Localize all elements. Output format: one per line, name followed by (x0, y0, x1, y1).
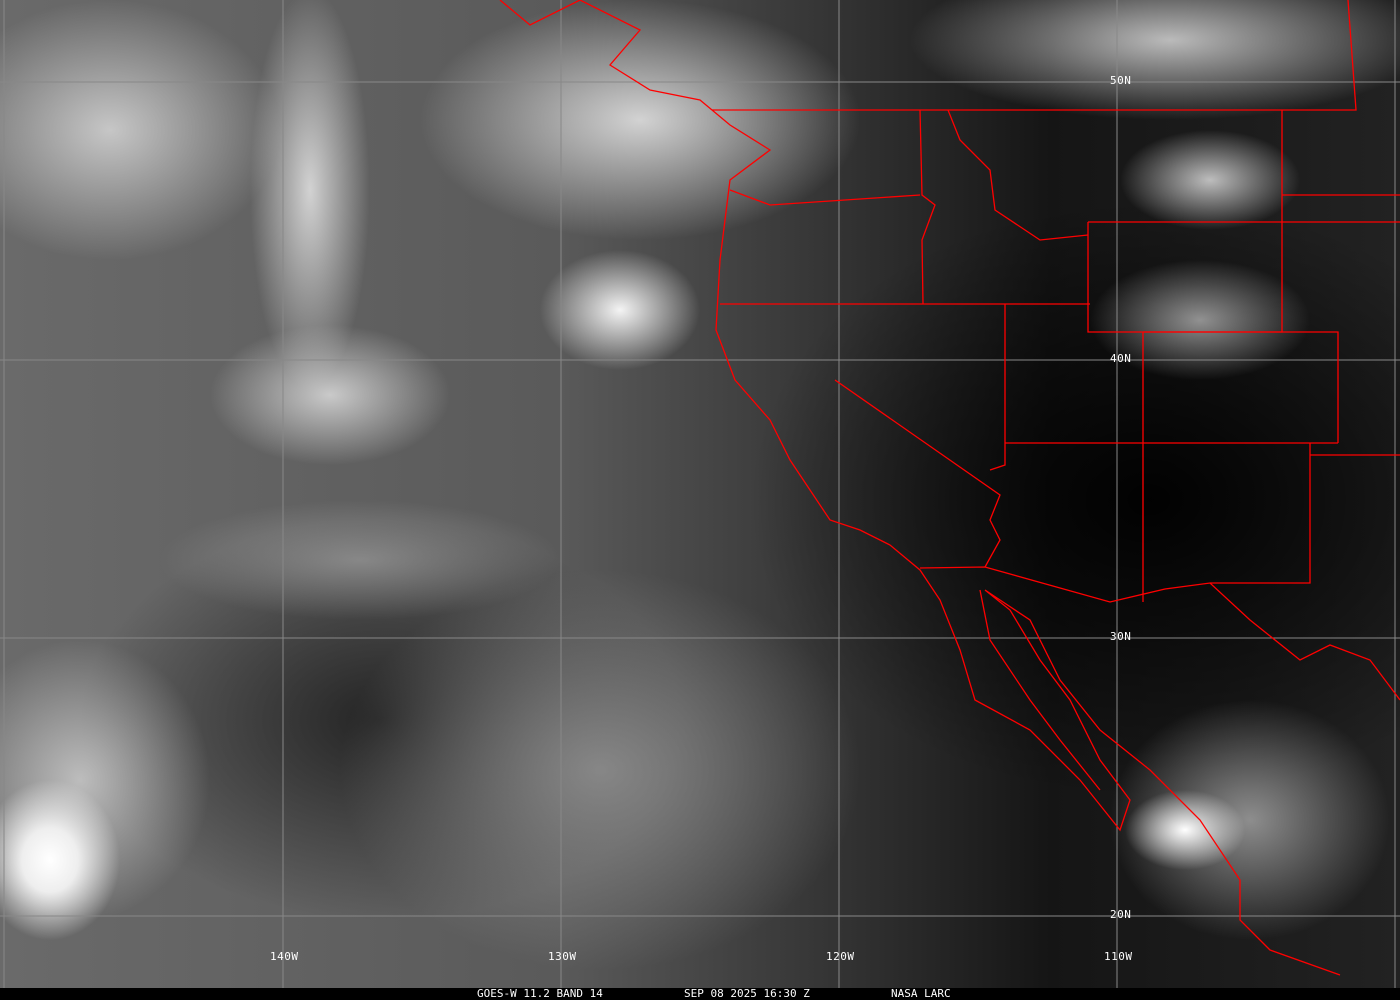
colorado-box (1143, 331, 1339, 443)
idaho-border (919, 109, 936, 305)
longitude-label-120w: 120W (826, 950, 855, 963)
caption-bar: GOES-W 11.2 BAND 14 SEP 08 2025 16:30 Z … (0, 988, 1400, 1000)
latitude-label-40n: 40N (1110, 352, 1132, 365)
us-canada-border (712, 0, 1357, 111)
idaho-montana-border (947, 109, 1089, 241)
ca-nv-border (834, 379, 1001, 568)
pacific-coastline (499, 0, 1341, 976)
wa-or-border (729, 189, 921, 206)
baja-east-coast (979, 589, 1101, 791)
montana-east (1281, 110, 1400, 223)
latitude-label-50n: 50N (1110, 74, 1132, 87)
nm-box (1210, 443, 1311, 584)
latitude-label-20n: 20N (1110, 908, 1132, 921)
mexico-us-border (919, 566, 1400, 701)
caption-datetime: SEP 08 2025 16:30 Z (684, 987, 810, 1000)
longitude-label-110w: 110W (1104, 950, 1133, 963)
political-borders (499, 0, 1400, 976)
caption-credit: NASA LARC (891, 987, 951, 1000)
caption-satellite: GOES-W 11.2 BAND 14 (477, 987, 603, 1000)
nevada-utah-border (989, 304, 1006, 471)
latitude-label-30n: 30N (1110, 630, 1132, 643)
longitude-label-130w: 130W (548, 950, 577, 963)
longitude-label-140w: 140W (270, 950, 299, 963)
